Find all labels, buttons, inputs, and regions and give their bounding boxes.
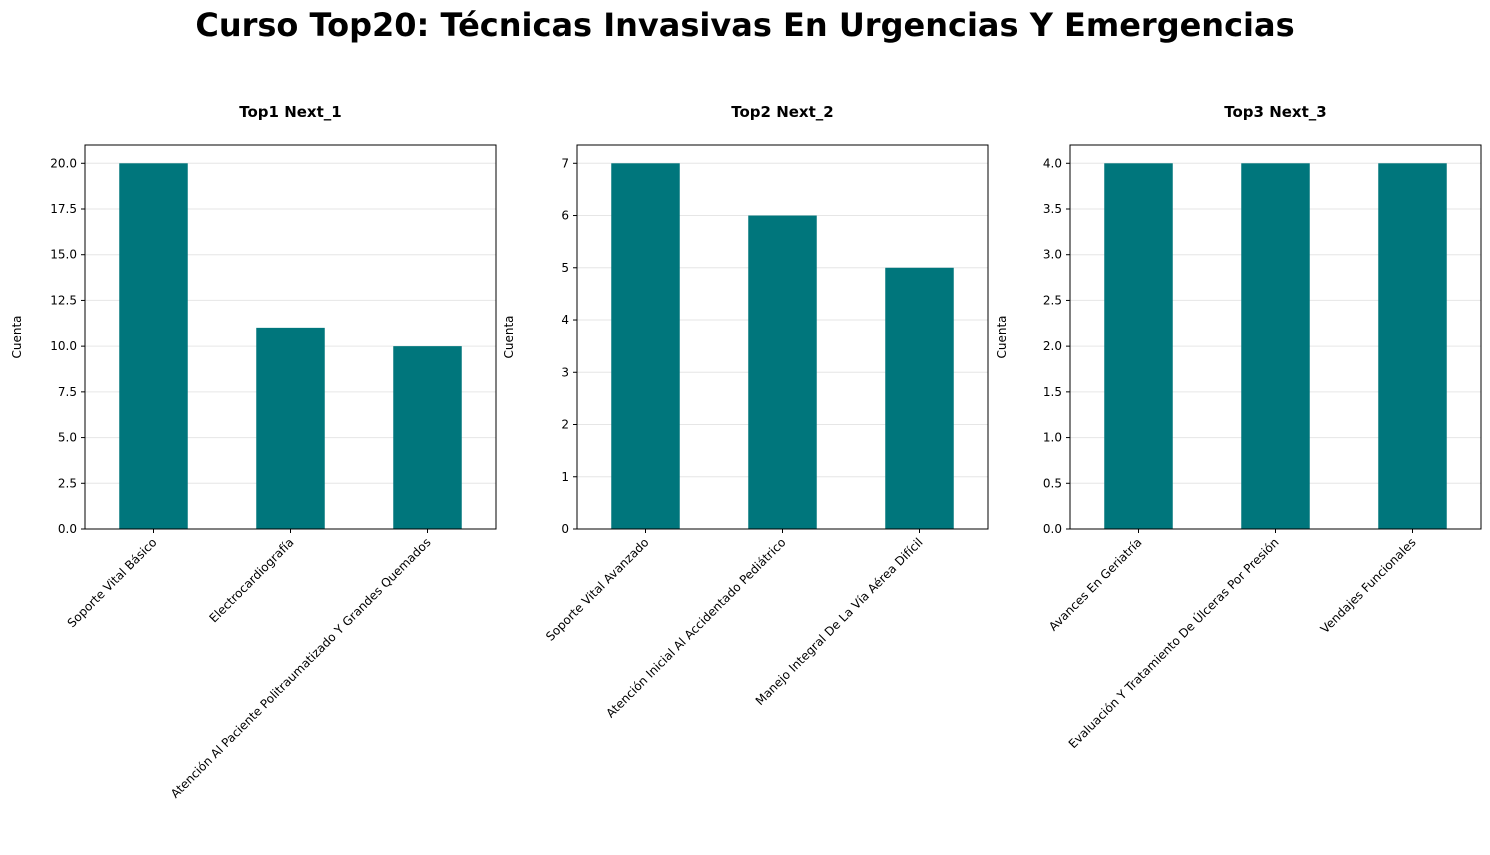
y-tick-label: 5 bbox=[561, 261, 569, 275]
y-axis-label: Cuenta bbox=[10, 315, 24, 358]
y-tick-label: 3.5 bbox=[1043, 202, 1062, 216]
y-tick-label: 1.5 bbox=[1043, 385, 1062, 399]
y-tick-label: 3 bbox=[561, 365, 569, 379]
y-tick-label: 17.5 bbox=[50, 202, 77, 216]
y-axis-label: Cuenta bbox=[995, 315, 1009, 358]
x-tick-label: Avances En Geriatría bbox=[1046, 535, 1144, 633]
bar bbox=[393, 346, 462, 529]
y-tick-label: 0 bbox=[561, 522, 569, 536]
y-tick-label: 6 bbox=[561, 209, 569, 223]
bar bbox=[1378, 163, 1447, 530]
x-tick-label: Manejo Integral De La Vía Aérea Difícil bbox=[753, 535, 926, 708]
bar bbox=[1104, 163, 1173, 530]
bar bbox=[256, 327, 325, 529]
y-tick-label: 15.0 bbox=[50, 248, 77, 262]
y-tick-label: 3.0 bbox=[1043, 248, 1062, 262]
y-tick-label: 12.5 bbox=[50, 293, 77, 307]
chart-panel-1: 0.0 2.5 5.0 7.5 10.0 12.5 15.0 17.5 20.0 Soporte … bbox=[10, 103, 497, 801]
x-tick-label: Evaluación Y Tratamiento De Úlceras Por … bbox=[1065, 535, 1282, 752]
y-tick-label: 0.5 bbox=[1043, 476, 1062, 490]
chart-title: Top2 Next_2 bbox=[731, 103, 833, 121]
chart-title: Top1 Next_1 bbox=[239, 103, 341, 121]
y-tick-label: 20.0 bbox=[50, 156, 77, 170]
y-tick-label: 7.5 bbox=[58, 385, 77, 399]
x-tick-label: Soporte Vital Básico bbox=[65, 535, 160, 630]
x-tick-label: Electrocardiografía bbox=[207, 535, 297, 625]
x-tick-label: Soporte Vital Avanzado bbox=[543, 535, 651, 643]
y-tick-label: 0.0 bbox=[1043, 522, 1062, 536]
y-axis-label: Cuenta bbox=[502, 315, 516, 358]
y-tick-label: 1 bbox=[561, 470, 569, 484]
chart-panel-3: 0.0 0.5 1.0 1.5 2.0 2.5 3.0 3.5 4.0 Avances En Ge… bbox=[995, 103, 1482, 752]
chart-title: Top3 Next_3 bbox=[1224, 103, 1326, 121]
y-tick-label: 4.0 bbox=[1043, 156, 1062, 170]
y-tick-label: 5.0 bbox=[58, 431, 77, 445]
bar bbox=[885, 267, 954, 529]
y-tick-label: 1.0 bbox=[1043, 431, 1062, 445]
bar bbox=[748, 215, 817, 529]
y-tick-label: 2.5 bbox=[58, 476, 77, 490]
figure-title: Curso Top20: Técnicas Invasivas En Urgen… bbox=[195, 6, 1295, 44]
y-tick-label: 10.0 bbox=[50, 339, 77, 353]
y-tick-label: 2 bbox=[561, 418, 569, 432]
y-tick-label: 4 bbox=[561, 313, 569, 327]
x-tick-label: Vendajes Funcionales bbox=[1318, 535, 1419, 636]
x-tick-label: Atención Al Paciente Politraumatizado Y … bbox=[168, 535, 434, 801]
bar bbox=[119, 163, 188, 530]
bar bbox=[1241, 163, 1310, 530]
y-tick-label: 2.0 bbox=[1043, 339, 1062, 353]
y-tick-label: 0.0 bbox=[58, 522, 77, 536]
y-tick-label: 2.5 bbox=[1043, 293, 1062, 307]
bar bbox=[611, 163, 680, 530]
y-tick-label: 7 bbox=[561, 156, 569, 170]
